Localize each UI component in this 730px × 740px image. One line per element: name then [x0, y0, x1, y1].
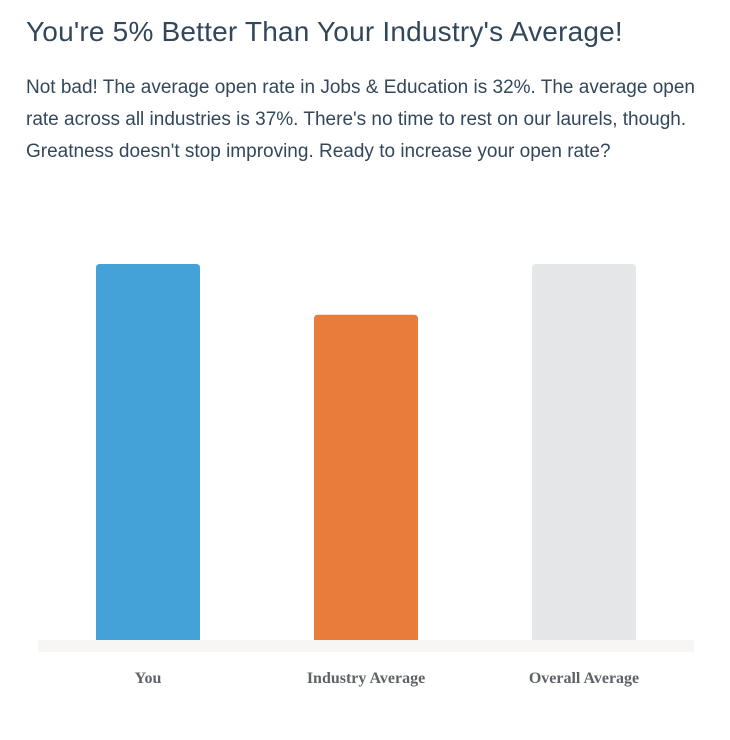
- tick-label-industry-average: Industry Average: [307, 670, 425, 687]
- tick-label-overall-average: Overall Average: [529, 670, 639, 687]
- page-title: You're 5% Better Than Your Industry's Av…: [26, 16, 623, 47]
- tick-labels-group: You Industry Average Overall Average: [135, 670, 640, 687]
- description-text: Not bad! The average open rate in Jobs &…: [26, 77, 695, 162]
- bars-group: [96, 264, 636, 640]
- chart-baseline: [38, 640, 694, 652]
- bar-industry-average: [314, 314, 418, 640]
- bar-you: [96, 264, 200, 640]
- bar-overall-average: [532, 264, 636, 640]
- tick-label-you: You: [135, 670, 162, 687]
